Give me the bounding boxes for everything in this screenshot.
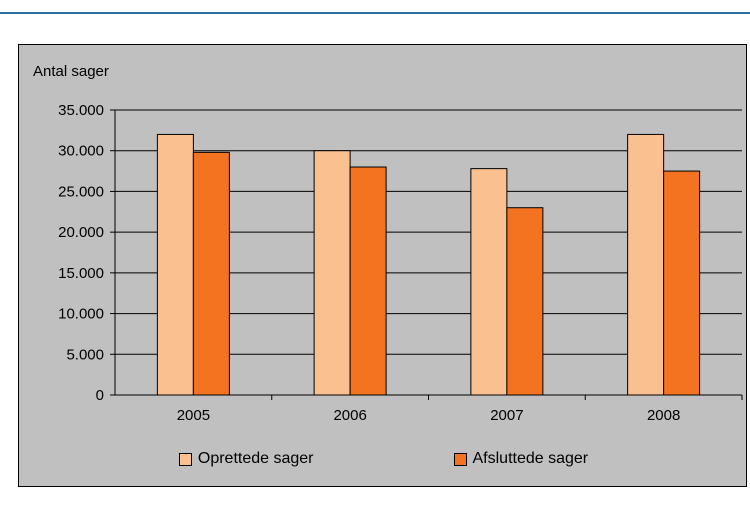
legend-item-oprettede: Oprettede sager xyxy=(178,450,314,468)
bar-oprettede-2005 xyxy=(156,133,194,396)
legend: Oprettede sager Afsluttede sager xyxy=(19,450,748,468)
y-axis-title: Antal sager xyxy=(33,63,109,80)
legend-label-afsluttede: Afsluttede sager xyxy=(472,450,589,467)
top-rule xyxy=(0,12,750,14)
y-tick-label: 15.000 xyxy=(58,265,104,282)
y-tick-label: 25.000 xyxy=(58,183,104,200)
legend-item-afsluttede: Afsluttede sager xyxy=(453,450,589,468)
legend-swatch-afsluttede xyxy=(453,452,467,466)
bar-afsluttede-2006 xyxy=(349,166,387,396)
y-tick-label: 35.000 xyxy=(58,102,104,119)
bar-oprettede-2006 xyxy=(313,150,351,396)
y-tick-label: 0 xyxy=(96,387,104,404)
chart-frame: 0 5.000 10.000 15.000 20.000 25.000 30.000 35.0… xyxy=(18,44,747,487)
legend-swatch-oprettede xyxy=(178,452,192,466)
y-tick-label: 5.000 xyxy=(66,346,104,363)
bar-oprettede-2008 xyxy=(627,133,665,396)
axes: 0 5.000 10.000 15.000 20.000 25.000 30.000 35.0… xyxy=(58,102,743,424)
bar-afsluttede-2005 xyxy=(192,151,230,396)
y-tick-label: 10.000 xyxy=(58,306,104,323)
y-tick-label: 20.000 xyxy=(58,224,104,241)
x-tick-label: 2006 xyxy=(333,407,366,424)
bars xyxy=(156,133,701,396)
x-tick-label: 2005 xyxy=(177,407,210,424)
bar-afsluttede-2008 xyxy=(663,170,701,396)
bar-oprettede-2007 xyxy=(470,168,508,396)
legend-label-oprettede: Oprettede sager xyxy=(197,450,314,467)
bar-afsluttede-2007 xyxy=(506,207,544,396)
bar-chart: 0 5.000 10.000 15.000 20.000 25.000 30.000 35.0… xyxy=(33,63,743,424)
x-tick-label: 2007 xyxy=(490,407,523,424)
y-tick-label: 30.000 xyxy=(58,143,104,160)
x-tick-label: 2008 xyxy=(647,407,680,424)
